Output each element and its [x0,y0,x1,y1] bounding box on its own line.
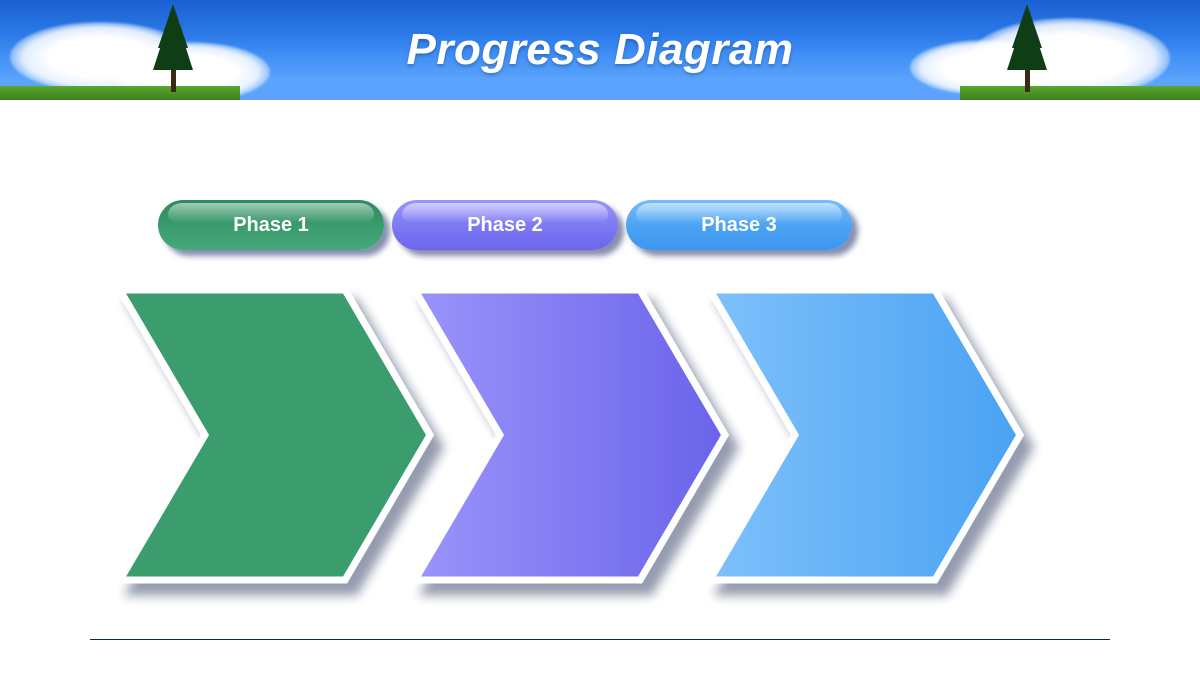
phase-pill-label: Phase 3 [701,214,777,237]
chevron-svg [120,290,1120,610]
footer-rule [90,639,1110,640]
phase-pill-label: Phase 1 [233,214,309,237]
chevron-row [120,290,1080,590]
chevron-1 [120,290,430,580]
slide-body: Phase 1 Phase 2 Phase 3 [0,100,1200,680]
chevron-2 [415,290,725,580]
phase-pill-2: Phase 2 [392,200,618,250]
phase-pill-3: Phase 3 [626,200,852,250]
phase-pill-1: Phase 1 [158,200,384,250]
banner: Progress Diagram [0,0,1200,100]
page-title: Progress Diagram [0,0,1200,100]
chevron-3 [710,290,1020,580]
phase-pill-label: Phase 2 [467,214,543,237]
